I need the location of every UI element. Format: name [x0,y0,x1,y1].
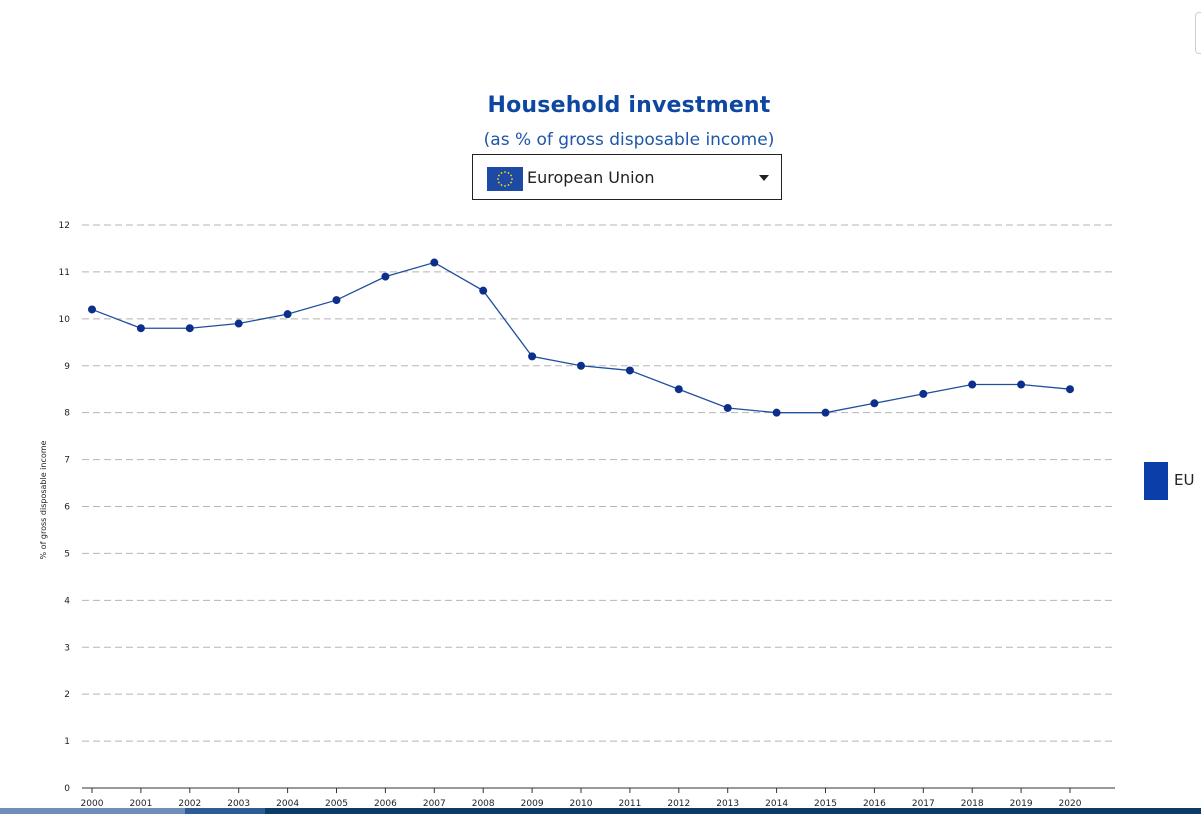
bottom-band-segment [185,808,265,814]
x-tick-label: 2013 [716,799,739,809]
x-tick-label: 2006 [374,799,397,809]
country-select-value: European Union [527,168,655,187]
data-point[interactable] [479,286,488,295]
x-tick-label: 2009 [521,799,544,809]
country-select[interactable]: European Union [472,154,782,200]
x-tick-label: 2010 [570,799,593,809]
x-tick-label: 2005 [325,799,348,809]
y-tick-label: 8 [64,409,70,419]
data-point[interactable] [185,324,194,333]
x-tick-label: 2002 [178,799,201,809]
flag-star [500,172,503,174]
y-tick-label: 3 [64,643,70,653]
data-point[interactable] [625,366,634,375]
flag-star [510,181,512,184]
x-tick-label: 2019 [1010,799,1033,809]
data-point[interactable] [577,361,585,370]
data-point[interactable] [968,380,977,389]
flag-star [497,178,499,180]
x-tick-label: 2017 [912,799,935,809]
x-tick-label: 2004 [276,799,299,809]
flag-star [504,185,506,187]
x-tick-label: 2007 [423,799,446,809]
x-tick-label: 2003 [227,799,250,809]
chevron-down-icon [759,175,769,181]
data-point[interactable] [234,319,243,328]
data-point[interactable] [332,296,341,305]
x-tick-label: 2016 [863,799,886,809]
flag-star [498,181,500,184]
flag-star [504,171,506,173]
y-tick-label: 6 [64,503,70,513]
bottom-band [0,808,1201,814]
flag-star [498,174,500,177]
y-tick-label: 5 [64,549,70,559]
data-point[interactable] [772,408,781,417]
y-tick-label: 12 [59,221,70,231]
data-point[interactable] [870,399,879,408]
x-tick-label: 2015 [814,799,837,809]
flag-star [507,172,510,174]
data-point[interactable] [283,310,292,319]
y-tick-label: 9 [64,362,70,372]
data-point[interactable] [1017,380,1026,389]
y-tick-label: 4 [64,596,70,606]
y-tick-label: 7 [64,456,70,466]
bottom-band-segment [0,808,185,814]
y-tick-label: 11 [59,268,70,278]
x-tick-label: 2008 [472,799,495,809]
data-point[interactable] [919,389,928,398]
data-point[interactable] [88,305,96,314]
flag-star [500,184,503,186]
top-right-control[interactable] [1195,12,1201,54]
legend-swatch [1144,462,1168,500]
x-tick-label: 2018 [961,799,984,809]
x-tick-label: 2012 [667,799,690,809]
y-tick-label: 1 [64,737,70,747]
flag-star [510,174,512,177]
x-tick-label: 2020 [1059,799,1082,809]
flag-star [511,178,513,180]
chart-title: Household investment [487,93,771,118]
y-tick-label: 0 [64,784,70,794]
x-tick-label: 2000 [81,799,104,809]
data-point[interactable] [674,385,683,394]
x-tick-label: 2011 [618,799,641,809]
data-point[interactable] [821,408,830,417]
x-tick-label: 2014 [765,799,788,809]
data-point[interactable] [528,352,537,361]
eu-flag-icon [487,167,523,191]
y-axis-label: % of gross disposable income [39,440,48,559]
data-point[interactable] [1066,385,1074,394]
data-point[interactable] [723,403,732,412]
y-tick-label: 2 [64,690,70,700]
x-tick-label: 2001 [129,799,152,809]
data-point[interactable] [381,272,390,281]
data-point[interactable] [136,324,145,333]
flag-star [507,184,510,186]
y-tick-label: 10 [59,315,71,325]
chart-subtitle: (as % of gross disposable income) [483,130,775,150]
data-point[interactable] [430,258,439,267]
legend-label: EU [1174,471,1195,489]
